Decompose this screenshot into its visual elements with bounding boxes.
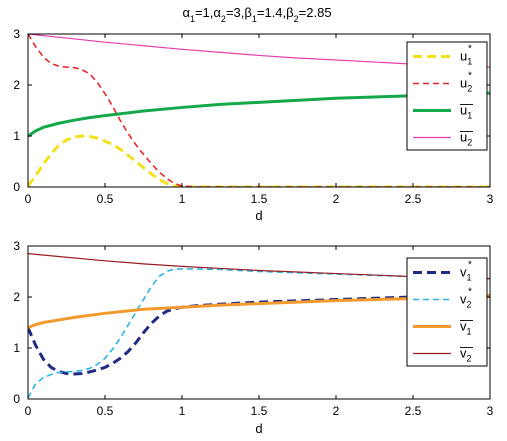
y-tick-label: 2 <box>13 290 20 304</box>
title-part: 1 <box>252 14 257 24</box>
x-tick-label: 1 <box>179 192 186 206</box>
x-tick-label: 1.5 <box>251 192 268 206</box>
legend-superscript: * <box>468 287 472 298</box>
legend-superscript: * <box>468 44 472 55</box>
title-part: =1.4, <box>257 5 286 20</box>
x-tick-label: 2 <box>333 192 340 206</box>
legend-label: u1 <box>460 103 472 121</box>
y-tick-label: 3 <box>13 239 20 253</box>
x-tick-label: 2 <box>333 404 340 418</box>
title-part: β <box>286 5 293 20</box>
legend-superscript: * <box>468 71 472 82</box>
legend-label: u2 <box>460 76 472 94</box>
x-tick-label: 0 <box>25 192 32 206</box>
title-part: =2.85 <box>299 5 332 20</box>
title-part: =3, <box>226 5 244 20</box>
legend-label: u2 <box>460 130 472 148</box>
x-tick-label: 0 <box>25 404 32 418</box>
title-part: α <box>182 5 190 20</box>
series-line-u1-bar <box>28 91 490 138</box>
legend-label: v2 <box>460 346 472 364</box>
y-tick-label: 0 <box>13 392 20 406</box>
legend-label: v1 <box>460 319 472 337</box>
x-axis-label: d <box>255 208 262 223</box>
title-part: 1 <box>190 14 195 24</box>
series-line-v1-bar <box>28 294 490 329</box>
x-tick-label: 2.5 <box>405 192 422 206</box>
title-part: 2 <box>221 14 226 24</box>
series-line-v2-star <box>28 268 490 399</box>
x-tick-label: 0.5 <box>97 192 114 206</box>
y-tick-label: 1 <box>13 341 20 355</box>
legend-label: v2 <box>460 292 472 310</box>
x-tick-label: 1.5 <box>251 404 268 418</box>
y-tick-label: 3 <box>13 27 20 41</box>
x-tick-label: 3 <box>487 192 494 206</box>
figure-title: α1=1,α2=3,β1=1.4,β2=2.85 <box>182 5 331 24</box>
title-part: 2 <box>294 14 299 24</box>
x-tick-label: 2.5 <box>405 404 422 418</box>
title-part: β <box>244 5 251 20</box>
y-tick-label: 1 <box>13 129 20 143</box>
legend-box <box>406 41 488 151</box>
x-tick-label: 0.5 <box>97 404 114 418</box>
legend-label: v1 <box>460 265 472 283</box>
legend-label: u1 <box>460 49 472 67</box>
y-tick-label: 2 <box>13 78 20 92</box>
x-tick-label: 1 <box>179 404 186 418</box>
x-axis-label: d <box>255 421 262 436</box>
legend-superscript: * <box>468 260 472 271</box>
x-tick-label: 3 <box>487 404 494 418</box>
y-tick-label: 0 <box>13 180 20 194</box>
title-part: =1, <box>195 5 213 20</box>
title-part: α <box>213 5 221 20</box>
legend-box <box>406 257 488 367</box>
